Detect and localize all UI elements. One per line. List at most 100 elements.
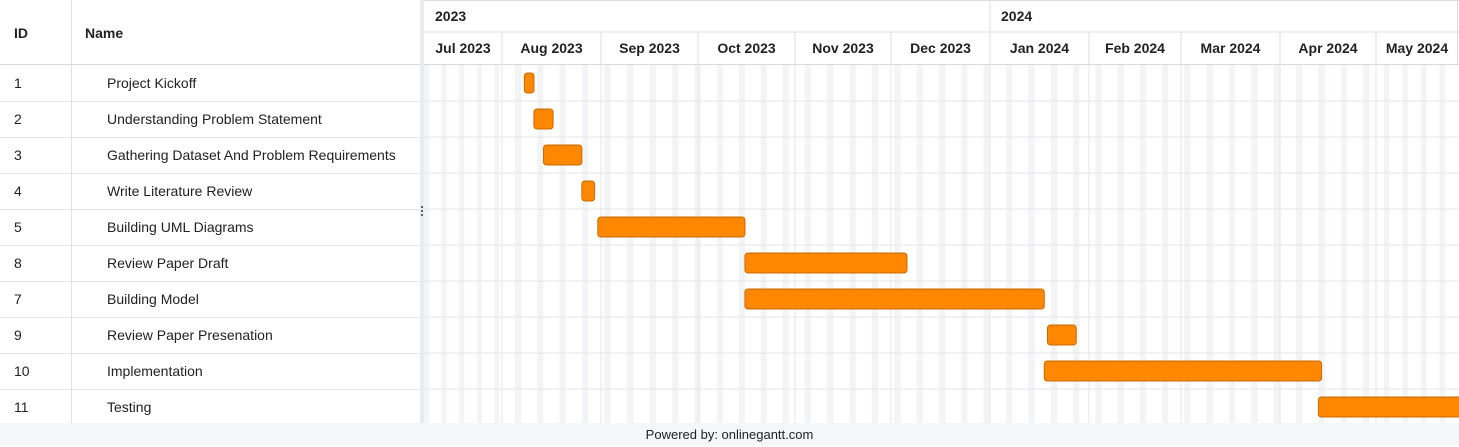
weekend-band xyxy=(961,65,968,423)
weekend-band xyxy=(1050,65,1058,423)
weekend-band xyxy=(1161,65,1169,423)
weekend-band xyxy=(1318,65,1325,423)
weekend-band xyxy=(1383,65,1390,423)
weekend-band xyxy=(514,65,522,423)
task-name-cell[interactable]: Understanding Problem Statement xyxy=(107,111,322,127)
month-label: Jan 2024 xyxy=(1010,40,1069,56)
month-label: May 2024 xyxy=(1386,40,1448,56)
weekend-band xyxy=(649,65,656,423)
task-name-cell[interactable]: Project Kickoff xyxy=(107,75,197,91)
gantt-chart: 2023 2024 Jul 2023 Aug 2023 Sep 2023 Oct 2023… xyxy=(424,0,1459,423)
row-divider xyxy=(0,389,420,390)
year-label: 2023 xyxy=(435,8,466,24)
task-bar[interactable] xyxy=(1046,324,1077,346)
task-id-cell[interactable]: 2 xyxy=(14,111,22,127)
weekend-band xyxy=(459,65,465,423)
row-divider xyxy=(0,353,420,354)
task-name-cell[interactable]: Building Model xyxy=(107,291,199,307)
task-name-cell[interactable]: Review Paper Presenation xyxy=(107,327,273,343)
weekend-band xyxy=(1028,65,1035,423)
weekend-band xyxy=(1206,65,1213,423)
weekend-band xyxy=(804,65,811,423)
weekend-band xyxy=(871,65,879,423)
weekend-band xyxy=(1340,65,1348,423)
name-column-header[interactable]: Name xyxy=(85,25,124,41)
task-name-cell[interactable]: Implementation xyxy=(107,363,203,379)
weekend-band xyxy=(938,65,946,423)
weekend-band xyxy=(983,65,990,423)
weekend-band xyxy=(760,65,767,423)
row-divider xyxy=(0,245,420,246)
task-id-cell[interactable]: 8 xyxy=(14,255,22,271)
column-divider xyxy=(71,0,72,423)
weekend-band xyxy=(1296,65,1303,423)
weekend-band xyxy=(716,65,724,423)
task-id-cell[interactable]: 1 xyxy=(14,75,22,91)
month-label: Aug 2023 xyxy=(520,40,582,56)
task-bar[interactable] xyxy=(523,72,535,94)
task-name-cell[interactable]: Gathering Dataset And Problem Requiremen… xyxy=(107,147,396,163)
weekend-band xyxy=(1363,65,1370,423)
task-bar[interactable] xyxy=(744,252,908,274)
task-id-cell[interactable]: 3 xyxy=(14,147,22,163)
task-bar[interactable] xyxy=(581,180,596,202)
month-label: Feb 2024 xyxy=(1105,40,1165,56)
month-label: Sep 2023 xyxy=(619,40,680,56)
row-divider xyxy=(0,209,420,210)
task-bar[interactable] xyxy=(1043,360,1323,382)
weekend-band xyxy=(1439,65,1445,423)
weekend-band xyxy=(1073,65,1080,423)
weekend-band xyxy=(559,65,566,423)
task-id-cell[interactable]: 5 xyxy=(14,219,22,235)
splitter-grip-icon[interactable] xyxy=(420,205,424,219)
header-divider xyxy=(0,64,420,65)
weekend-band xyxy=(537,65,544,423)
task-id-cell[interactable]: 9 xyxy=(14,327,22,343)
task-name-cell[interactable]: Review Paper Draft xyxy=(107,255,229,271)
month-label: Mar 2024 xyxy=(1201,40,1261,56)
task-name-cell[interactable]: Testing xyxy=(107,399,152,415)
month-label: Dec 2023 xyxy=(910,40,971,56)
weekend-band xyxy=(1228,65,1236,423)
row-divider xyxy=(0,101,420,102)
weekend-band xyxy=(782,65,789,423)
weekend-band xyxy=(476,65,482,423)
weekend-band xyxy=(604,65,611,423)
month-label: Oct 2023 xyxy=(717,40,776,56)
weekend-band xyxy=(1420,65,1427,423)
weekend-band xyxy=(1402,65,1408,423)
weekend-band xyxy=(1184,65,1191,423)
task-bar[interactable] xyxy=(543,144,583,166)
task-bar[interactable] xyxy=(597,216,746,238)
weekend-band xyxy=(1251,65,1258,423)
task-bar[interactable] xyxy=(1317,396,1459,418)
task-id-cell[interactable]: 7 xyxy=(14,291,22,307)
task-bar[interactable] xyxy=(533,108,554,130)
weekend-band xyxy=(849,65,856,423)
month-label: Nov 2023 xyxy=(812,40,874,56)
row-divider xyxy=(0,173,420,174)
row-divider xyxy=(0,281,420,282)
weekend-band xyxy=(738,65,745,423)
weekend-band xyxy=(1139,65,1147,423)
task-name-cell[interactable]: Building UML Diagrams xyxy=(107,219,254,235)
weekend-band xyxy=(1005,65,1013,423)
weekend-band xyxy=(1273,65,1280,423)
task-bar[interactable] xyxy=(744,288,1045,310)
task-id-cell[interactable]: 11 xyxy=(14,399,29,415)
weekend-band xyxy=(441,65,447,423)
month-label: Jul 2023 xyxy=(435,40,490,56)
row-divider xyxy=(0,317,420,318)
weekend-band xyxy=(424,65,430,423)
weekend-band xyxy=(581,65,589,423)
weekend-band xyxy=(827,65,834,423)
task-name-cell[interactable]: Write Literature Review xyxy=(107,183,253,199)
id-column-header[interactable]: ID xyxy=(14,25,28,41)
month-label: Apr 2024 xyxy=(1298,40,1357,56)
row-divider xyxy=(0,137,420,138)
task-id-cell[interactable]: 10 xyxy=(14,363,30,379)
weekend-band xyxy=(672,65,679,423)
task-id-cell[interactable]: 4 xyxy=(14,183,22,199)
weekend-band xyxy=(1117,65,1124,423)
weekend-band xyxy=(1095,65,1102,423)
